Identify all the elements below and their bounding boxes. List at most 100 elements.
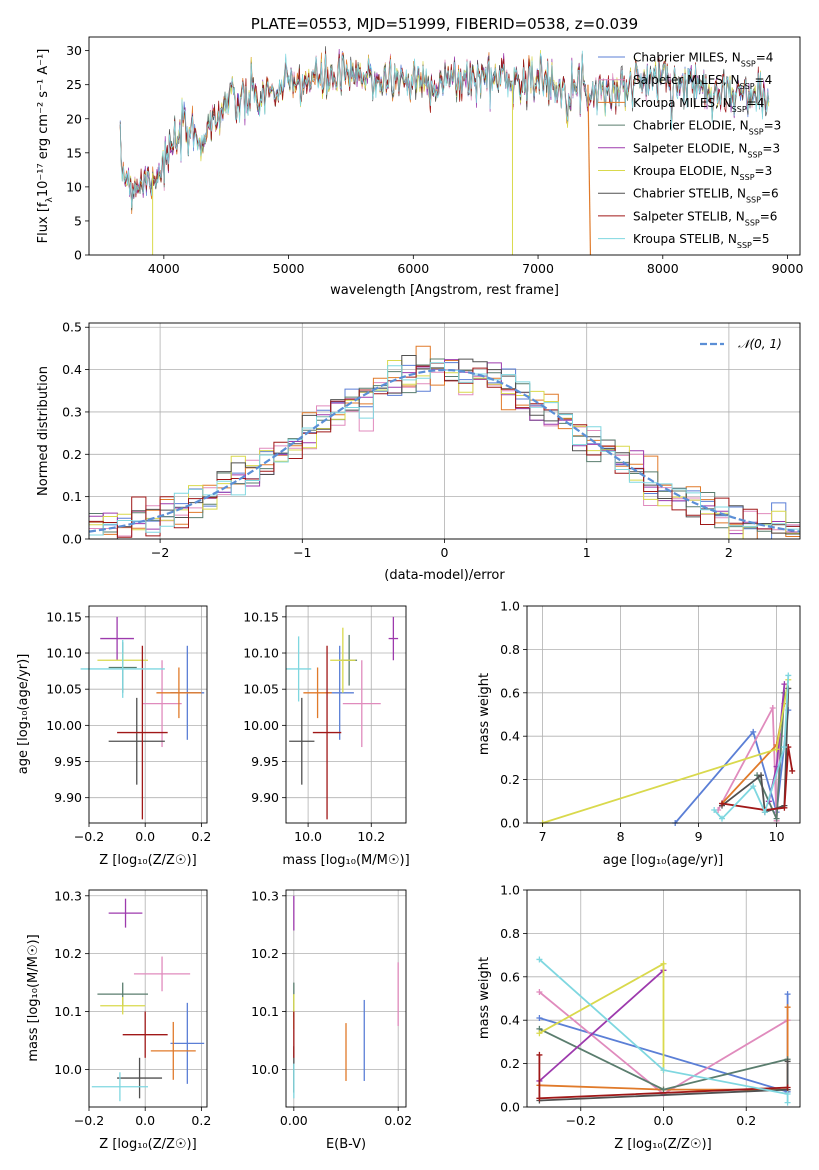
x-tick-label: 7 xyxy=(539,829,547,844)
residual-xlabel: (data-model)/error xyxy=(384,568,505,583)
y-tick-label: 15 xyxy=(66,145,82,160)
legend-sub: SSP xyxy=(746,195,761,204)
x-tick-label: 0.00 xyxy=(280,1113,308,1128)
legend-sub: SSP xyxy=(732,104,747,113)
y-tick-label: 0 xyxy=(74,248,82,263)
x-tick-label: 9000 xyxy=(772,261,804,276)
y-tick-label: 0.0 xyxy=(62,532,82,547)
weight-z-xlabel: Z [log₁₀(Z/Z☉)] xyxy=(614,1137,711,1152)
weight-marker xyxy=(773,815,780,822)
legend-nssp: =4 xyxy=(755,73,773,87)
x-tick-label: 9 xyxy=(695,829,703,844)
weight-marker xyxy=(750,783,757,790)
spectrum-drop-3 xyxy=(587,84,592,256)
y-tick-label: 0.4 xyxy=(500,729,520,744)
weight-marker xyxy=(784,1004,791,1011)
ylabel-sub: λ xyxy=(45,197,55,203)
y-tick-label: 10.3 xyxy=(54,888,82,903)
y-tick-label: 9.90 xyxy=(251,790,279,805)
weight-series-1 xyxy=(674,710,790,824)
weight-marker xyxy=(773,746,780,753)
x-tick-label: −0.2 xyxy=(566,1113,596,1128)
weight-marker xyxy=(536,1095,543,1102)
legend-label-8: Salpeter STELIB, NSSP=6 xyxy=(633,209,777,227)
y-tick-label: 5 xyxy=(74,213,82,228)
y-tick-label: 10.10 xyxy=(46,646,82,661)
plot-area xyxy=(88,345,801,540)
legend-label-3: Kroupa MILES, NSSP=4 xyxy=(633,96,764,114)
ylabel-units: 10⁻¹⁷ erg cm⁻² s⁻¹ A⁻¹] xyxy=(36,49,51,198)
ylabel-part: Flux [f xyxy=(36,202,51,243)
weight-vs-age-axes: 7 8 9 10 0.0 0.2 0.4 0.6 0.8 1.0 xyxy=(500,599,801,844)
plot-area xyxy=(539,672,796,826)
legend-label-4: Chabrier ELODIE, NSSP=3 xyxy=(633,119,781,137)
weight-series-5 xyxy=(538,969,665,1082)
age-z-xlabel: Z [log₁₀(Z/Z☉)] xyxy=(99,853,196,868)
weight-marker xyxy=(536,1030,543,1037)
x-tick-label: −2 xyxy=(151,545,169,560)
legend-text: Salpeter STELIB, N xyxy=(633,209,745,223)
legend-normal-label: 𝒩(0, 1) xyxy=(738,337,782,351)
weight-marker xyxy=(781,804,788,811)
histogram-8 xyxy=(89,362,800,538)
x-tick-label: −0.2 xyxy=(74,829,104,844)
axes-frame xyxy=(88,36,801,256)
y-tick-label: 25 xyxy=(66,77,82,92)
weight-marker xyxy=(785,672,792,679)
y-tick-label: 10.0 xyxy=(54,1062,82,1077)
x-tick-label: 10 xyxy=(769,829,785,844)
weight-marker xyxy=(536,956,543,963)
y-tick-label: 9.95 xyxy=(251,754,279,769)
y-tick-label: 10.05 xyxy=(243,682,279,697)
legend-sub: SSP xyxy=(737,241,752,250)
weight-marker xyxy=(769,704,776,711)
legend-text: Chabrier ELODIE, N xyxy=(633,119,749,133)
y-tick-label: 10.00 xyxy=(46,718,82,733)
x-tick-label: 0.0 xyxy=(135,829,155,844)
plot-area xyxy=(286,616,399,820)
axes-frame xyxy=(88,889,208,1108)
axes-frame xyxy=(285,889,407,1108)
y-tick-label: 1.0 xyxy=(500,599,520,614)
y-tick-label: 0.6 xyxy=(500,969,520,984)
weight-marker xyxy=(750,728,757,735)
x-tick-label: 6000 xyxy=(397,261,429,276)
x-tick-label: −0.2 xyxy=(74,1113,104,1128)
legend-label-2: Salpeter MILES, NSSP=4 xyxy=(633,73,772,91)
legend-text: Kroupa ELODIE, N xyxy=(633,164,740,178)
histogram-9 xyxy=(89,362,800,536)
x-tick-label: 0.0 xyxy=(654,1113,674,1128)
y-tick-label: 10.15 xyxy=(46,609,82,624)
legend-text: Chabrier STELIB, N xyxy=(633,187,746,201)
plot-area xyxy=(119,46,770,256)
y-tick-label: 0.4 xyxy=(62,362,82,377)
spectrum-title: PLATE=0553, MJD=51999, FIBERID=0538, z=0… xyxy=(251,15,638,33)
axes-frame xyxy=(526,889,801,1108)
y-tick-label: 0.3 xyxy=(62,404,82,419)
weight-marker xyxy=(536,988,543,995)
weight-marker xyxy=(660,1086,667,1093)
weight-marker xyxy=(784,1090,791,1097)
y-tick-label: 10.1 xyxy=(54,1004,82,1019)
weight-series-6 xyxy=(542,679,790,824)
weight-marker xyxy=(781,744,788,751)
weight-marker xyxy=(660,1067,667,1074)
y-tick-label: 0.8 xyxy=(500,926,520,941)
legend-nssp: =3 xyxy=(764,119,782,133)
residual-axes: −2 −1 0 1 2 0.0 0.1 0.2 0.3 0.4 0.5 xyxy=(62,320,801,560)
x-tick-label: 7000 xyxy=(522,261,554,276)
y-tick-label: 10.00 xyxy=(243,718,279,733)
y-tick-label: 10.1 xyxy=(251,1004,279,1019)
x-tick-label: 0 xyxy=(441,545,449,560)
legend-nssp: =6 xyxy=(761,187,779,201)
y-tick-label: 10.3 xyxy=(251,888,279,903)
mass-z-xlabel: Z [log₁₀(Z/Z☉)] xyxy=(99,1137,196,1152)
legend-text: Kroupa MILES, N xyxy=(633,96,732,110)
legend-label-9: Kroupa STELIB, NSSP=5 xyxy=(633,232,770,250)
axes-frame xyxy=(526,605,801,824)
legend-text: Chabrier MILES, N xyxy=(633,51,741,65)
y-tick-label: 10 xyxy=(66,179,82,194)
x-tick-label: 5000 xyxy=(273,261,305,276)
weight-marker xyxy=(536,1015,543,1022)
